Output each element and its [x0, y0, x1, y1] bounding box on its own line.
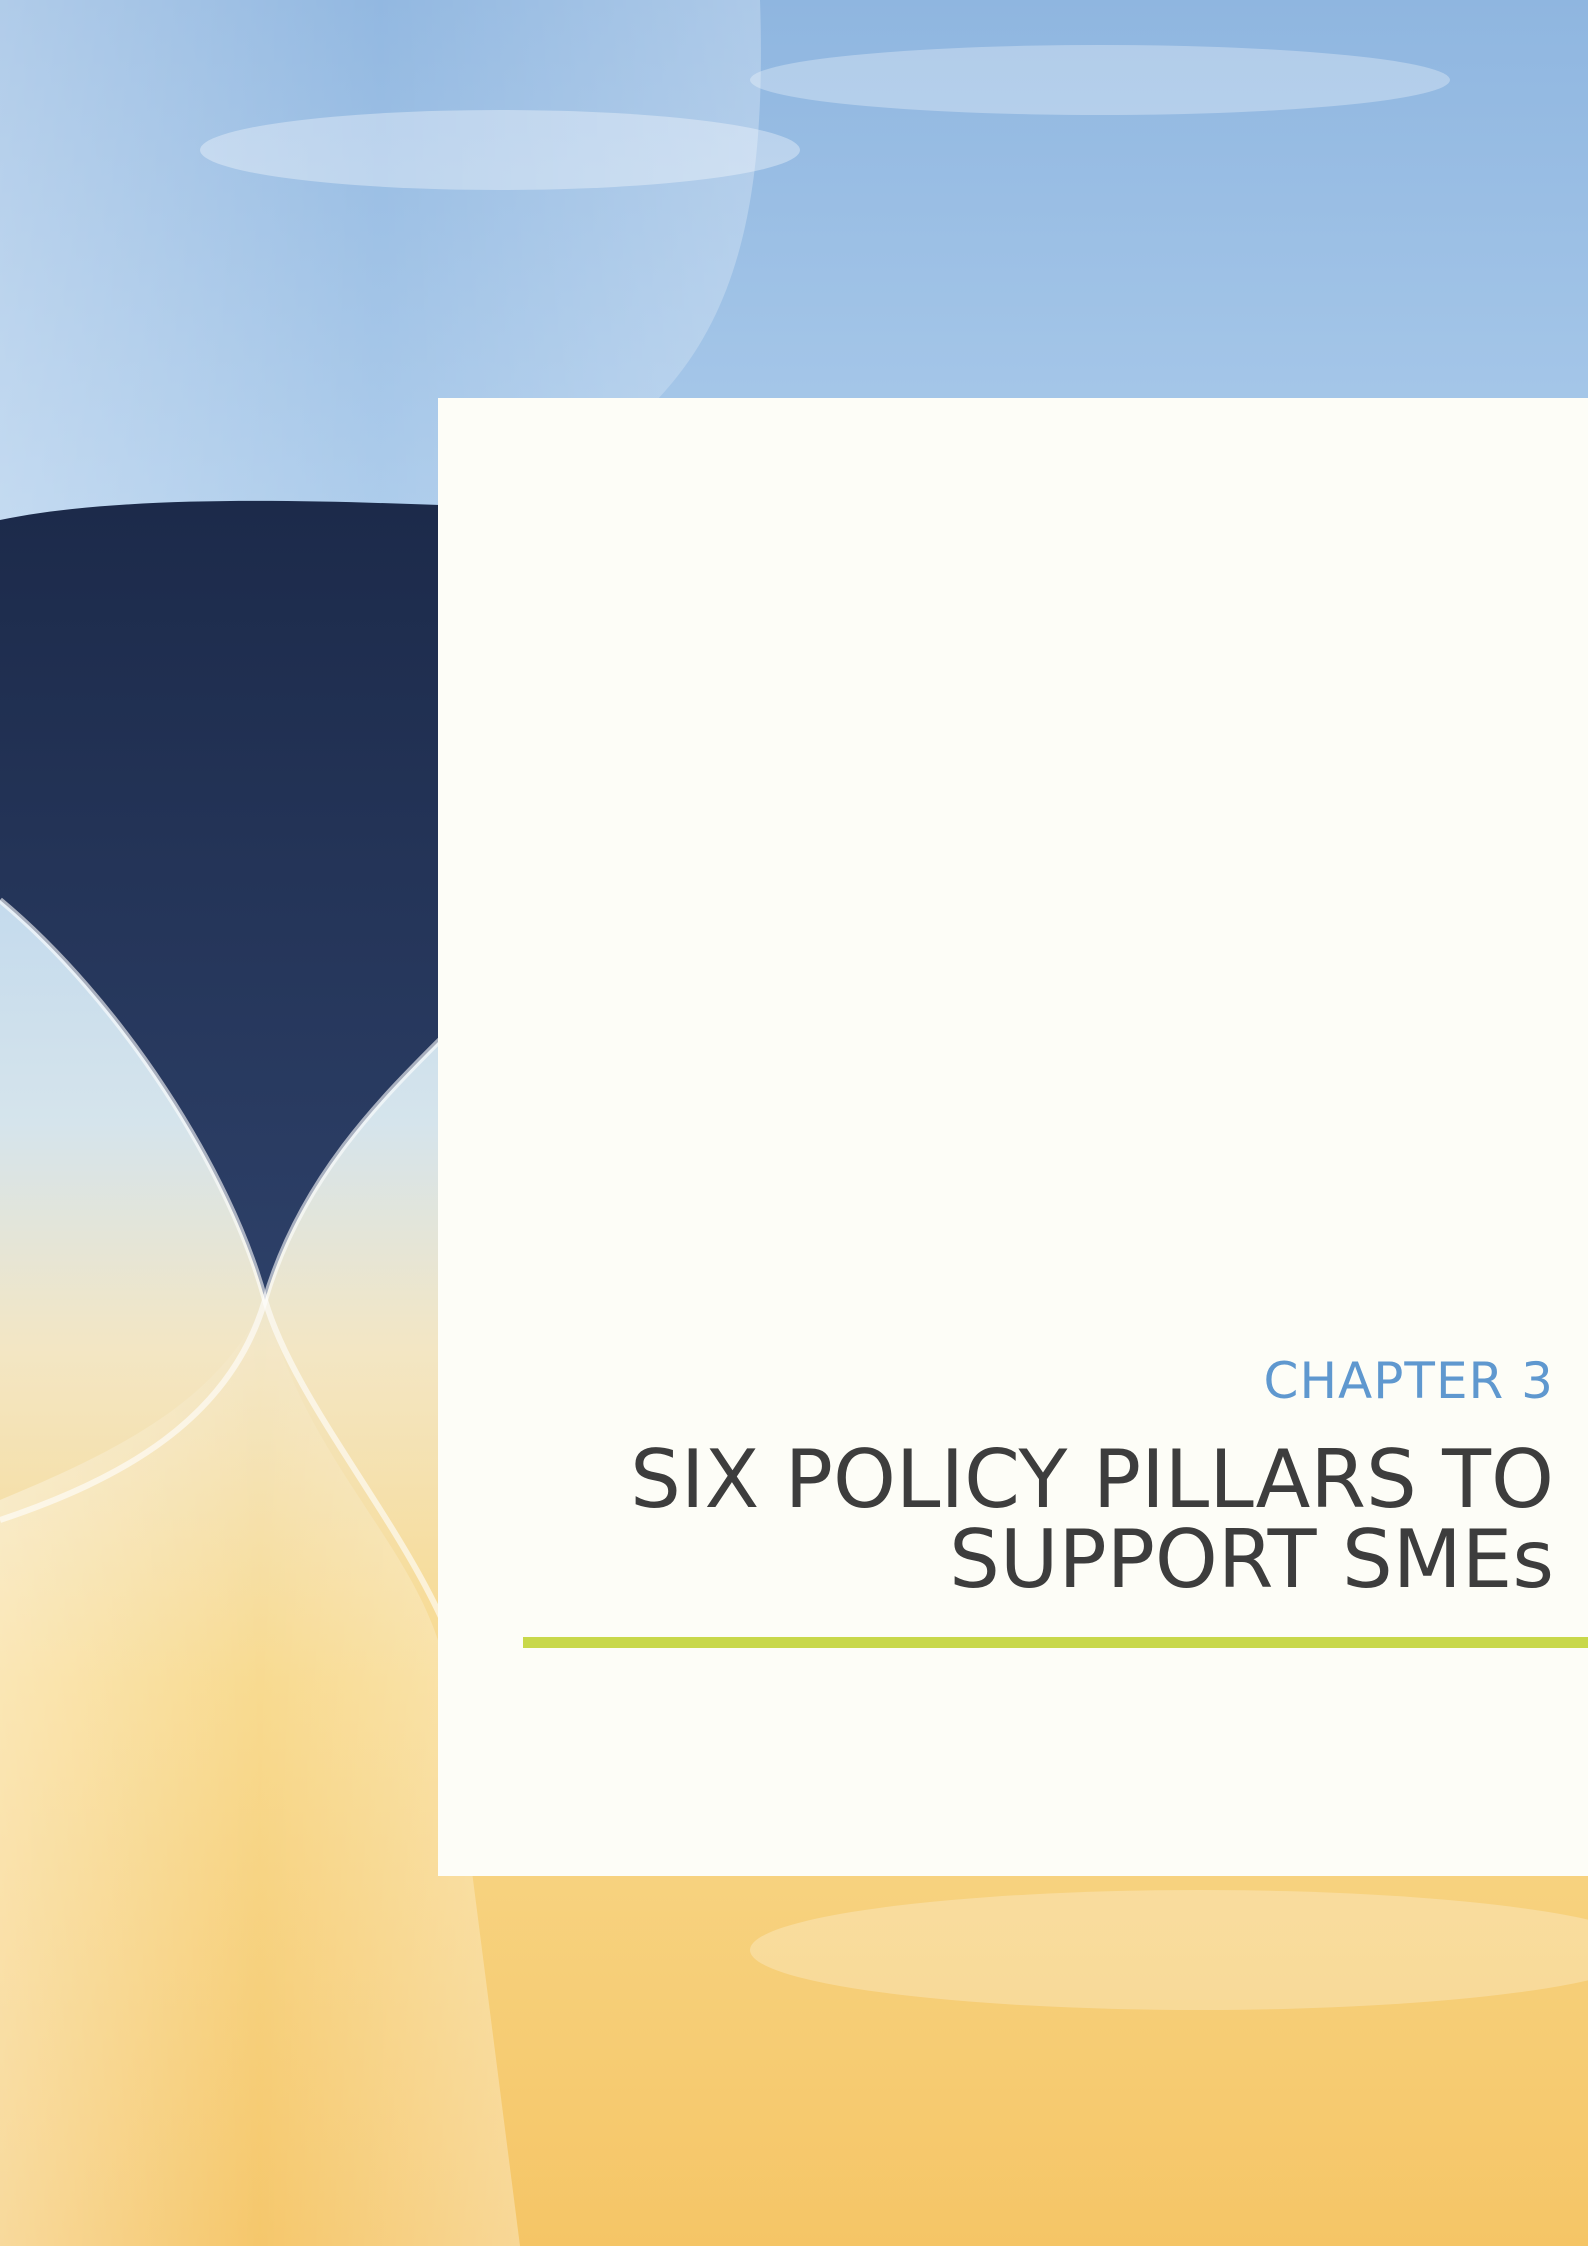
accent-rule	[523, 1637, 1588, 1648]
chapter-label: CHAPTER 3	[1264, 1352, 1554, 1410]
title-line: SUPPORT SMEs	[630, 1520, 1554, 1600]
page: {"chapter": "CHAPTER 3", "title": ["SIX …	[0, 0, 1588, 2246]
title-line: SIX POLICY PILLARS TO	[630, 1440, 1554, 1520]
chapter-title: SIX POLICY PILLARS TO SUPPORT SMEs	[630, 1440, 1554, 1600]
title-panel	[438, 398, 1588, 1876]
